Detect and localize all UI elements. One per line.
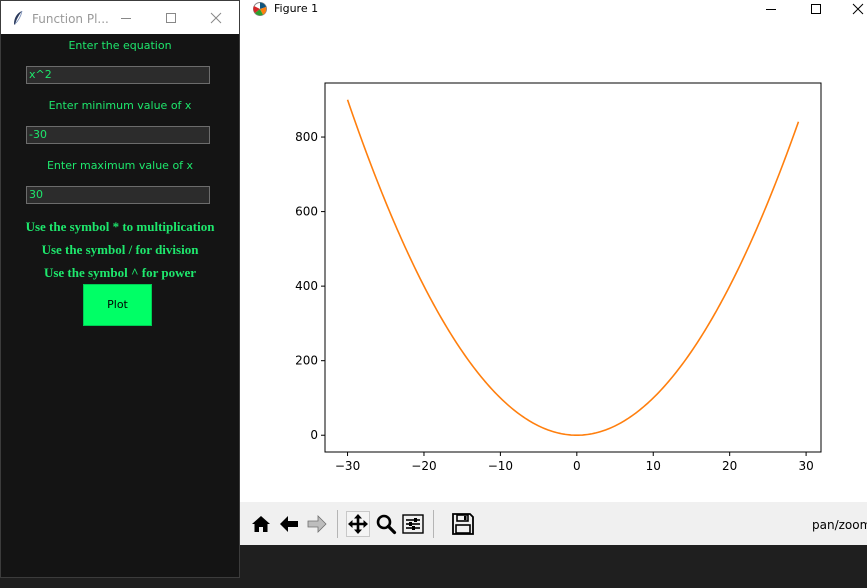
navigation-toolbar: pan/zoom (240, 502, 867, 545)
home-button[interactable] (249, 511, 273, 537)
zoom-button[interactable] (374, 511, 398, 537)
x-tick-label: −10 (488, 459, 513, 473)
zoom-icon (376, 514, 397, 535)
line-chart: −30 −20 −10 0 10 20 30 0 200 400 600 800 (295, 82, 822, 473)
forward-arrow-icon (307, 515, 327, 533)
plotter-titlebar: Function Pl... (1, 1, 239, 34)
y-tick-label: 200 (295, 354, 318, 368)
y-tick-label: 600 (295, 205, 318, 219)
plotter-maximize-button[interactable] (156, 9, 186, 27)
figure-window: Figure 1 −30 −20 −10 0 10 20 30 0 200 400 600 800 (240, 0, 867, 545)
configure-subplots-icon (402, 514, 424, 534)
max-x-label: Enter maximum value of x (46, 159, 194, 172)
matplotlib-logo-icon (253, 2, 267, 16)
back-arrow-icon (280, 516, 298, 532)
save-button[interactable] (451, 511, 475, 537)
pan-icon (348, 514, 368, 534)
plot-canvas[interactable]: −30 −20 −10 0 10 20 30 0 200 400 600 800 (240, 20, 867, 502)
figure-titlebar: Figure 1 (240, 0, 867, 20)
plotter-close-button[interactable] (201, 9, 231, 27)
equation-label: Enter the equation (68, 39, 172, 52)
maximize-button[interactable] (801, 0, 831, 18)
close-button[interactable] (843, 0, 867, 18)
chart-series (346, 99, 800, 437)
figure-title: Figure 1 (274, 2, 319, 15)
division-hint: Use the symbol / for division (41, 242, 199, 257)
x-tick-label: 30 (798, 459, 813, 473)
toolbar-status-message: pan/zoom (812, 518, 867, 532)
min-x-input[interactable]: -30 (26, 126, 210, 144)
min-x-label: Enter minimum value of x (48, 99, 192, 112)
plot-button[interactable]: Plot (83, 284, 152, 326)
minimize-button[interactable] (756, 0, 786, 18)
minimize-icon (766, 9, 776, 10)
close-icon (852, 3, 864, 15)
multiplication-hint: Use the symbol * to multiplication (25, 219, 215, 234)
pan-button[interactable] (346, 511, 370, 537)
power-hint: Use the symbol ^ for power (43, 265, 197, 280)
toolbar-separator (433, 510, 434, 538)
plotter-title: Function Pl... (32, 12, 109, 26)
toolbar-separator (337, 510, 338, 538)
series-line-0 (346, 99, 800, 437)
plotter-minimize-button[interactable] (111, 9, 141, 27)
x-tick-label: −20 (411, 459, 436, 473)
save-icon (452, 513, 474, 535)
x-tick-label: 20 (722, 459, 737, 473)
max-x-input[interactable]: 30 (26, 186, 210, 204)
axes-frame (324, 82, 822, 453)
y-tick-label: 800 (295, 130, 318, 144)
maximize-icon (166, 13, 176, 23)
minimize-icon (121, 18, 131, 19)
y-tick-label: 0 (310, 428, 318, 442)
feather-icon (14, 10, 23, 25)
y-tick-label: 400 (295, 279, 318, 293)
close-icon (210, 12, 222, 24)
chart-axes (324, 82, 822, 453)
x-tick-label: −30 (335, 459, 360, 473)
configure-subplots-button[interactable] (401, 511, 425, 537)
home-icon (252, 516, 270, 532)
maximize-icon (811, 4, 821, 14)
x-tick-label: 0 (573, 459, 581, 473)
equation-input[interactable]: x^2 (26, 66, 210, 84)
forward-button[interactable] (305, 511, 329, 537)
x-tick-label: 10 (646, 459, 661, 473)
chart-ticks: −30 −20 −10 0 10 20 30 0 200 400 600 800 (295, 130, 814, 473)
back-button[interactable] (277, 511, 301, 537)
function-plotter-window: Function Pl... Enter the equation x^2 En… (0, 0, 240, 578)
